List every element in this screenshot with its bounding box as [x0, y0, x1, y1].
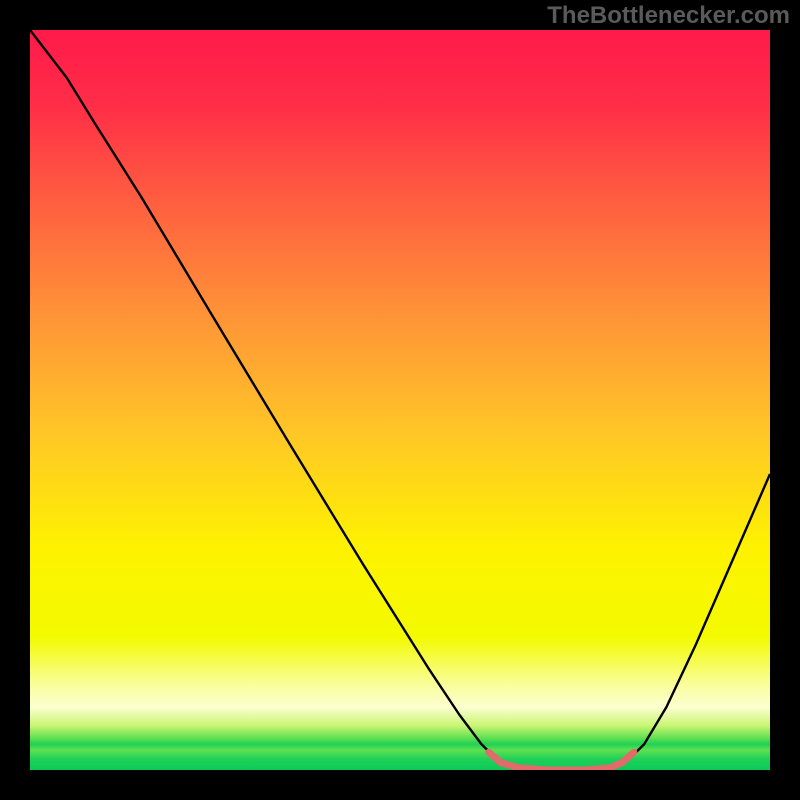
bottleneck-curve: [30, 30, 770, 770]
watermark-text: TheBottlenecker.com: [547, 2, 790, 30]
optimal-flat-segment: [489, 752, 634, 770]
chart-frame: TheBottlenecker.com: [0, 0, 800, 800]
plot-area: [30, 30, 770, 770]
curve-layer: [30, 30, 770, 770]
